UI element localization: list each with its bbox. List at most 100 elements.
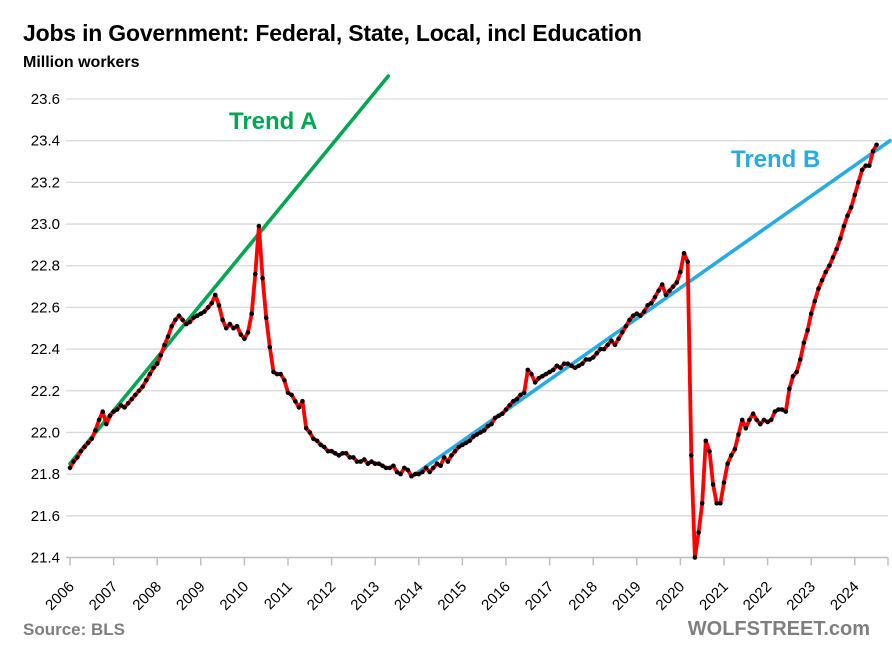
data-point xyxy=(394,469,400,475)
data-point xyxy=(521,390,527,396)
data-point xyxy=(169,323,174,329)
data-point xyxy=(867,163,872,168)
data-point xyxy=(449,453,454,458)
data-point xyxy=(518,392,523,398)
data-point xyxy=(616,336,621,342)
data-point xyxy=(362,457,367,462)
data-point xyxy=(583,357,589,362)
data-point xyxy=(125,401,131,406)
data-point xyxy=(776,407,781,412)
data-point xyxy=(492,415,498,421)
data-series-line xyxy=(68,142,879,560)
data-point xyxy=(678,269,683,275)
trend-a-label: Trend A xyxy=(229,108,318,135)
source-attribution: Source: BLS xyxy=(23,620,126,639)
data-point xyxy=(874,142,879,148)
data-point xyxy=(656,288,661,294)
y-tick-label: 22.4 xyxy=(31,341,60,358)
data-point xyxy=(841,223,847,229)
data-point xyxy=(318,442,324,448)
data-point xyxy=(184,321,189,327)
data-point xyxy=(351,455,356,460)
data-point xyxy=(296,405,302,410)
data-point xyxy=(819,278,825,283)
data-point xyxy=(729,453,734,458)
data-point xyxy=(685,259,690,264)
data-point xyxy=(263,315,269,321)
data-point xyxy=(696,530,701,535)
y-tick-label: 23.4 xyxy=(31,133,60,150)
data-point xyxy=(830,255,836,260)
data-point xyxy=(314,438,320,444)
x-tick-label: 2024 xyxy=(827,578,863,614)
data-point xyxy=(114,407,120,412)
data-point xyxy=(96,417,102,423)
data-point xyxy=(845,213,850,218)
data-point xyxy=(540,373,545,379)
data-point xyxy=(300,398,305,404)
data-point xyxy=(282,378,287,383)
data-point xyxy=(580,361,585,367)
data-point xyxy=(750,411,756,417)
data-point xyxy=(768,417,774,423)
data-point xyxy=(343,451,349,456)
data-point xyxy=(173,317,178,323)
data-point xyxy=(369,459,374,464)
data-point xyxy=(256,223,262,229)
data-point xyxy=(620,330,625,335)
x-tick-label: 2014 xyxy=(391,578,427,614)
data-point xyxy=(623,323,629,329)
data-point xyxy=(144,378,149,383)
data-point xyxy=(354,459,360,464)
data-point xyxy=(154,361,160,367)
data-point xyxy=(234,323,240,329)
data-point xyxy=(209,300,214,306)
data-point xyxy=(707,448,712,454)
data-point xyxy=(674,280,680,285)
data-point xyxy=(601,346,607,352)
data-point xyxy=(783,409,789,414)
data-point xyxy=(122,405,127,410)
data-point xyxy=(213,292,218,298)
y-tick-label: 21.8 xyxy=(31,466,60,483)
data-point xyxy=(431,465,436,471)
data-point xyxy=(834,246,839,252)
data-point xyxy=(710,482,716,487)
data-point xyxy=(507,403,512,408)
data-point xyxy=(242,336,247,342)
data-point xyxy=(529,371,534,377)
data-point xyxy=(496,413,502,419)
data-point xyxy=(859,167,865,173)
data-point xyxy=(572,365,578,371)
x-tick-label: 2013 xyxy=(347,578,383,614)
data-point xyxy=(147,371,153,377)
data-point xyxy=(801,340,807,346)
data-point xyxy=(554,363,560,369)
data-point xyxy=(198,311,204,317)
data-point xyxy=(136,388,142,394)
trend-b-label: Trend B xyxy=(731,146,821,173)
data-point xyxy=(409,473,414,479)
data-point xyxy=(441,455,447,460)
data-point xyxy=(761,417,767,423)
data-point xyxy=(358,459,364,464)
data-point xyxy=(714,501,719,506)
data-point xyxy=(747,417,752,423)
x-tick-label: 2007 xyxy=(86,578,122,614)
y-tick-label: 22.0 xyxy=(31,424,60,441)
y-tick-label: 22.2 xyxy=(31,383,60,400)
data-point xyxy=(162,342,167,348)
data-point xyxy=(739,417,745,423)
data-point xyxy=(638,313,643,319)
data-point xyxy=(670,284,676,289)
y-tick-label: 22.8 xyxy=(31,258,60,275)
data-point xyxy=(285,390,291,396)
x-tick-label: 2012 xyxy=(304,578,340,614)
chart-title: Jobs in Government: Federal, State, Loca… xyxy=(23,20,642,46)
y-tick-label: 21.6 xyxy=(31,508,60,525)
data-point xyxy=(376,461,382,467)
data-point xyxy=(590,355,596,360)
data-point xyxy=(463,440,469,446)
data-point xyxy=(67,465,73,471)
